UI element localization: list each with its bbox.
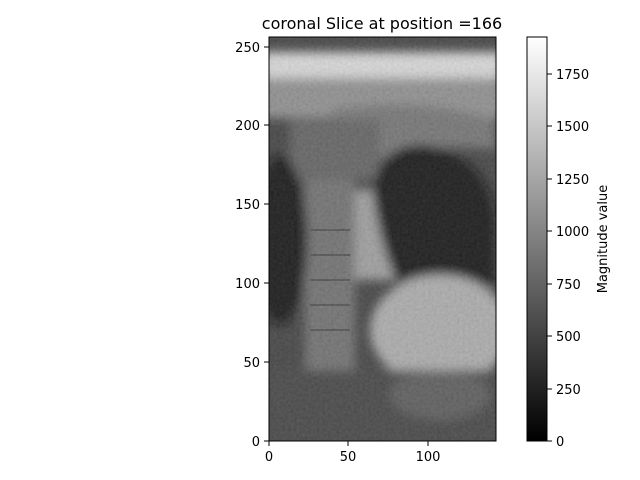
- colorbar-tick-label: 0: [556, 435, 564, 450]
- plot-title: coronal Slice at position =166: [262, 14, 502, 33]
- image-frame: [268, 36, 497, 442]
- x-tick-label: 100: [416, 450, 441, 465]
- colorbar-tick-label: 1250: [556, 173, 589, 188]
- x-tick-label: 50: [340, 450, 357, 465]
- mri-slice-image: [269, 37, 496, 441]
- image-y-axis: 0 50 100 150 200 250: [235, 41, 269, 450]
- colorbar-gradient: [526, 36, 548, 442]
- image-x-axis: 0 50 100: [265, 441, 441, 465]
- y-tick-label: 150: [235, 198, 260, 213]
- colorbar: 0 250 500 750 1000 1250 1500 1750 Magnit…: [526, 36, 611, 450]
- y-tick-label: 50: [243, 356, 260, 371]
- colorbar-tick-label: 750: [556, 278, 581, 293]
- colorbar-tick-label: 1500: [556, 120, 589, 135]
- colorbar-tick-label: 250: [556, 383, 581, 398]
- colorbar-tick-label: 1750: [556, 68, 589, 83]
- y-tick-label: 250: [235, 41, 260, 56]
- x-tick-label: 0: [265, 450, 273, 465]
- colorbar-label: Magnitude value: [596, 185, 611, 294]
- y-tick-label: 0: [252, 435, 260, 450]
- colorbar-tick-label: 1000: [556, 225, 589, 240]
- colorbar-tick-label: 500: [556, 330, 581, 345]
- y-tick-label: 200: [235, 119, 260, 134]
- y-tick-label: 100: [235, 277, 260, 292]
